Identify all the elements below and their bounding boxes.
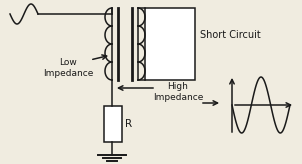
Bar [104,106,122,142]
Text: R: R [125,119,132,129]
Text: High
Impedance: High Impedance [153,82,203,102]
Text: Short Circuit: Short Circuit [200,30,261,40]
Text: Low
Impedance: Low Impedance [43,58,93,78]
Bar [145,8,195,80]
